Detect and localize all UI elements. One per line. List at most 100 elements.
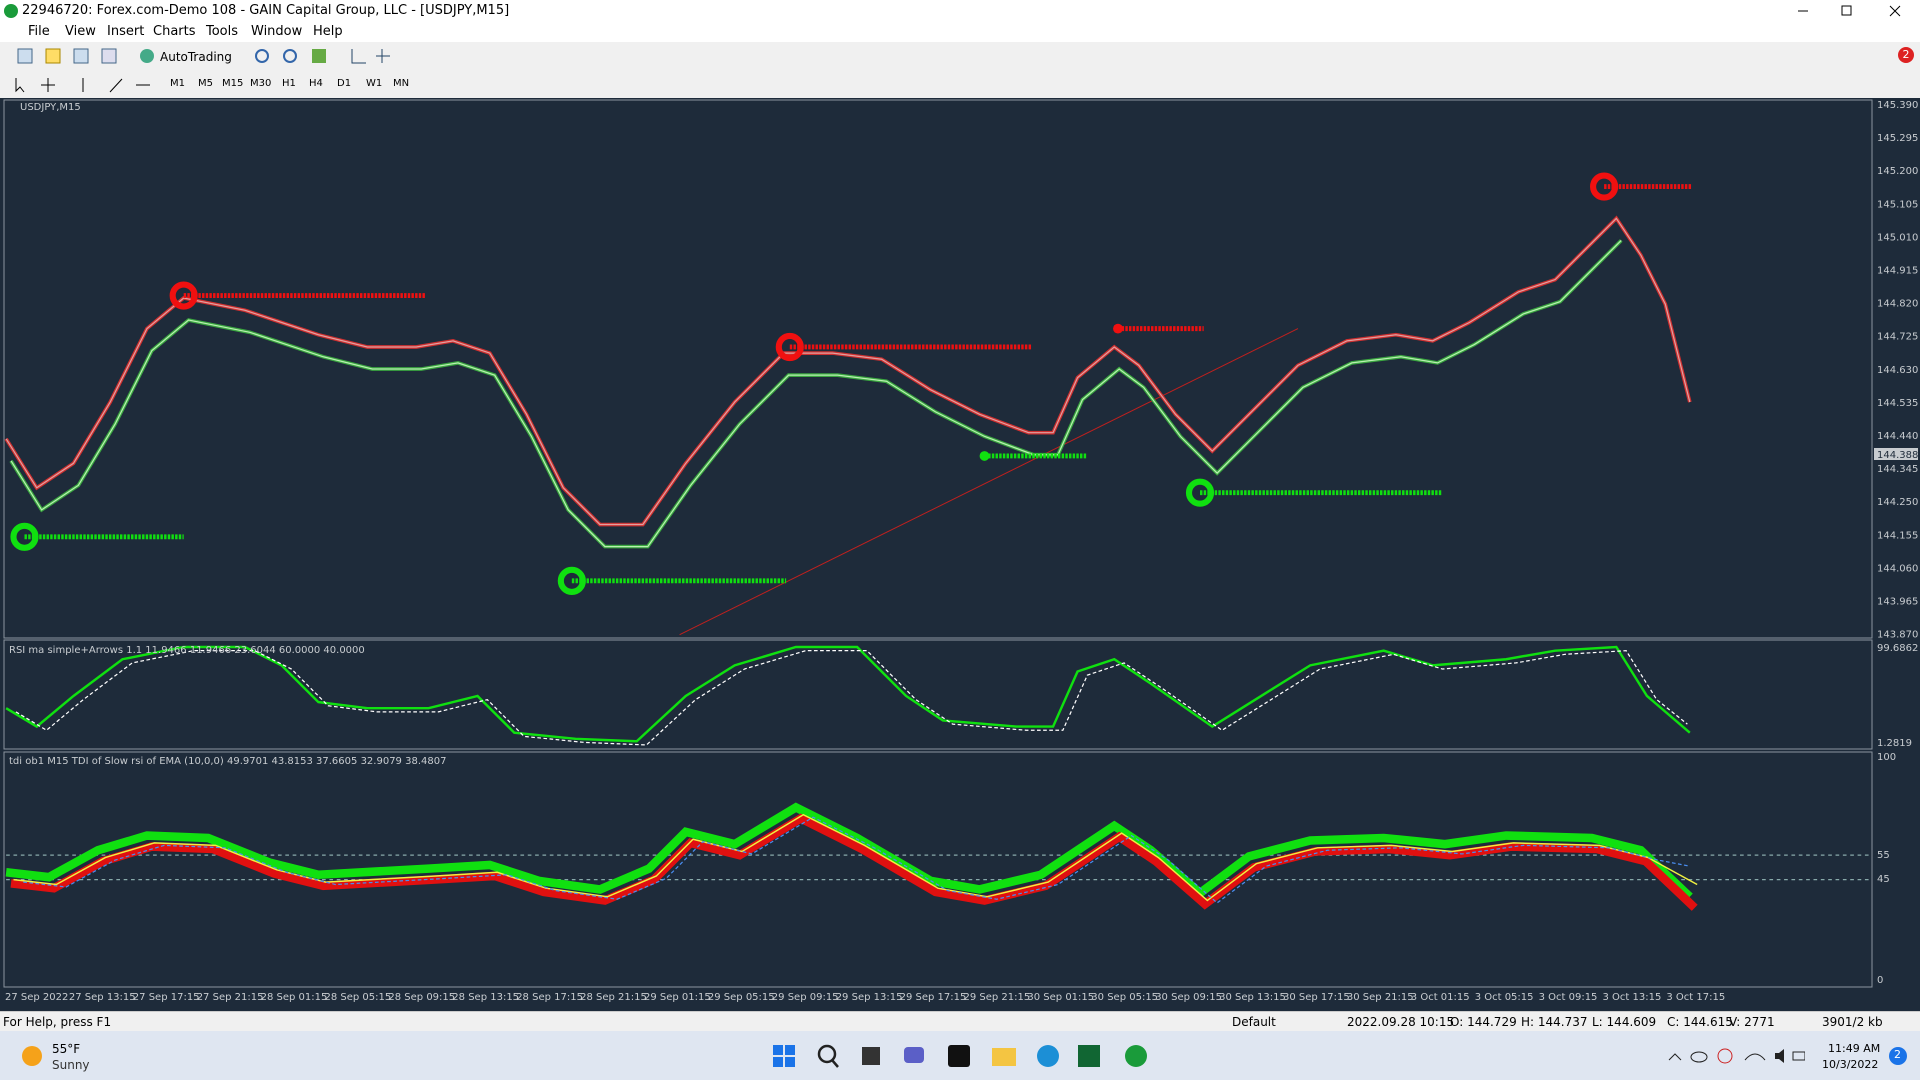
status-open: O: 144.729: [1450, 1015, 1517, 1029]
time-label: 29 Sep 09:15: [772, 992, 839, 1003]
price-label: 144.060: [1877, 563, 1918, 574]
status-time: 2022.09.28 10:15: [1347, 1015, 1455, 1029]
menu-item[interactable]: View: [65, 24, 96, 39]
time-label: 30 Sep 09:15: [1155, 992, 1222, 1003]
timeframe-button[interactable]: D1: [337, 78, 352, 89]
toolbar-icons[interactable]: [10, 47, 410, 67]
timeframe-button[interactable]: M1: [170, 78, 185, 89]
time-label: 28 Sep 01:15: [261, 992, 328, 1003]
drawing-tools[interactable]: [10, 76, 150, 94]
price-label: 144.345: [1877, 464, 1918, 475]
time-label: 28 Sep 05:15: [325, 992, 392, 1003]
time-label: 27 Sep 21:15: [197, 992, 264, 1003]
status-traffic: 3901/2 kb: [1822, 1015, 1883, 1029]
alert-badge[interactable]: 2: [1898, 47, 1914, 63]
price-label: 144.535: [1877, 398, 1918, 409]
status-help: For Help, press F1: [3, 1015, 112, 1029]
weather-icon: [22, 1046, 42, 1066]
notification-count[interactable]: 2: [1894, 1048, 1901, 1061]
price-label: 144.820: [1877, 299, 1918, 310]
time-label: 30 Sep 13:15: [1219, 992, 1286, 1003]
window-title: 22946720: Forex.com-Demo 108 - GAIN Capi…: [22, 3, 510, 18]
app-icon: [4, 4, 18, 18]
status-bar: For Help, press F1 Default 2022.09.28 10:1…: [0, 1011, 1920, 1032]
timeframe-button[interactable]: M30: [250, 78, 272, 89]
price-label: 144.915: [1877, 266, 1918, 277]
timeframe-button[interactable]: H1: [282, 78, 296, 89]
time-label: 3 Oct 05:15: [1475, 992, 1534, 1003]
time-label: 29 Sep 17:15: [900, 992, 967, 1003]
title-bar: 22946720: Forex.com-Demo 108 - GAIN Capi…: [0, 0, 1920, 22]
timeframe-button[interactable]: MN: [393, 78, 410, 89]
time-label: 3 Oct 17:15: [1666, 992, 1725, 1003]
tdi-level: 100: [1877, 752, 1896, 763]
status-profile: Default: [1232, 1015, 1276, 1029]
time-label: 28 Sep 21:15: [580, 992, 647, 1003]
menu-item[interactable]: Tools: [206, 24, 239, 39]
price-label: 145.010: [1877, 232, 1918, 243]
temperature: 55°F: [52, 1042, 81, 1056]
menu-item[interactable]: Charts: [153, 24, 196, 39]
toolbar: AutoTrading 2: [0, 43, 1920, 71]
menu-item[interactable]: Help: [313, 24, 343, 39]
autotrading-button[interactable]: AutoTrading: [160, 50, 232, 64]
toolbar-periods: M1 M5 M15 M30 H1 H4 D1 W1 MN: [0, 72, 1920, 98]
time-label: 3 Oct 13:15: [1603, 992, 1662, 1003]
price-label: 143.870: [1877, 630, 1918, 641]
rsi-bottom: 1.2819: [1877, 738, 1912, 749]
taskbar-apps[interactable]: [770, 1041, 1150, 1071]
tdi-level: 55: [1877, 850, 1890, 861]
notification-badge[interactable]: [1888, 1046, 1908, 1066]
time-label: 28 Sep 13:15: [452, 992, 519, 1003]
timeframe-button[interactable]: M5: [198, 78, 213, 89]
price-label: 144.155: [1877, 530, 1918, 541]
tdi-level: 45: [1877, 874, 1890, 885]
date: 10/3/2022: [1822, 1058, 1879, 1071]
timeframe-button[interactable]: W1: [366, 78, 383, 89]
price-label: 144.250: [1877, 497, 1918, 508]
price-label: 144.630: [1877, 365, 1918, 376]
window-controls[interactable]: [1780, 0, 1920, 22]
menu-bar: File View Insert Charts Tools Window Help: [0, 22, 1920, 42]
time-label: 27 Sep 17:15: [133, 992, 200, 1003]
menu-item[interactable]: Window: [251, 24, 303, 39]
timeframe-button[interactable]: M15: [222, 78, 244, 89]
tray-icons[interactable]: [1665, 1046, 1805, 1066]
menu-item[interactable]: Insert: [107, 24, 145, 39]
clock: 11:49 AM: [1828, 1042, 1881, 1055]
chart-drawing: [4, 172, 1872, 911]
time-label: 27 Sep 2022: [5, 992, 68, 1003]
timeframe-button[interactable]: H4: [309, 78, 323, 89]
rsi-top: 99.6862: [1877, 643, 1918, 654]
status-high: H: 144.737: [1521, 1015, 1588, 1029]
time-label: 30 Sep 17:15: [1283, 992, 1350, 1003]
price-label: 143.965: [1877, 597, 1918, 608]
time-label: 3 Oct 09:15: [1539, 992, 1598, 1003]
time-label: 29 Sep 21:15: [964, 992, 1031, 1003]
time-label: 29 Sep 05:15: [708, 992, 775, 1003]
chart-symbol: USDJPY,M15: [20, 102, 81, 113]
rsi-label: RSI ma simple+Arrows 1.1 11.9466 11.9466…: [9, 645, 365, 656]
price-label: 144.725: [1877, 332, 1918, 343]
taskbar: 55°F Sunny 11:49 AM 10/3/2022 2: [0, 1031, 1920, 1080]
price-label: 145.295: [1877, 133, 1918, 144]
time-label: 29 Sep 13:15: [836, 992, 903, 1003]
weather: Sunny: [52, 1058, 90, 1072]
price-label: 145.200: [1877, 166, 1918, 177]
price-label: 145.390: [1877, 100, 1918, 111]
price-label: 144.440: [1877, 431, 1918, 442]
current-price: 144.388: [1877, 450, 1918, 461]
time-label: 30 Sep 05:15: [1091, 992, 1158, 1003]
time-label: 30 Sep 21:15: [1347, 992, 1414, 1003]
time-label: 28 Sep 17:15: [516, 992, 583, 1003]
status-close: C: 144.615: [1667, 1015, 1733, 1029]
chart-window: USDJPY,M15 145.390 145.295 145.200 145.105 14…: [0, 98, 1920, 1011]
time-label: 30 Sep 01:15: [1027, 992, 1094, 1003]
time-label: 27 Sep 13:15: [69, 992, 136, 1003]
price-label: 145.105: [1877, 199, 1918, 210]
menu-item[interactable]: File: [28, 24, 50, 39]
tdi-label: tdi ob1 M15 TDI of Slow rsi of EMA (10,0…: [9, 756, 446, 767]
time-label: 29 Sep 01:15: [644, 992, 711, 1003]
current-price-box: [1874, 448, 1918, 460]
